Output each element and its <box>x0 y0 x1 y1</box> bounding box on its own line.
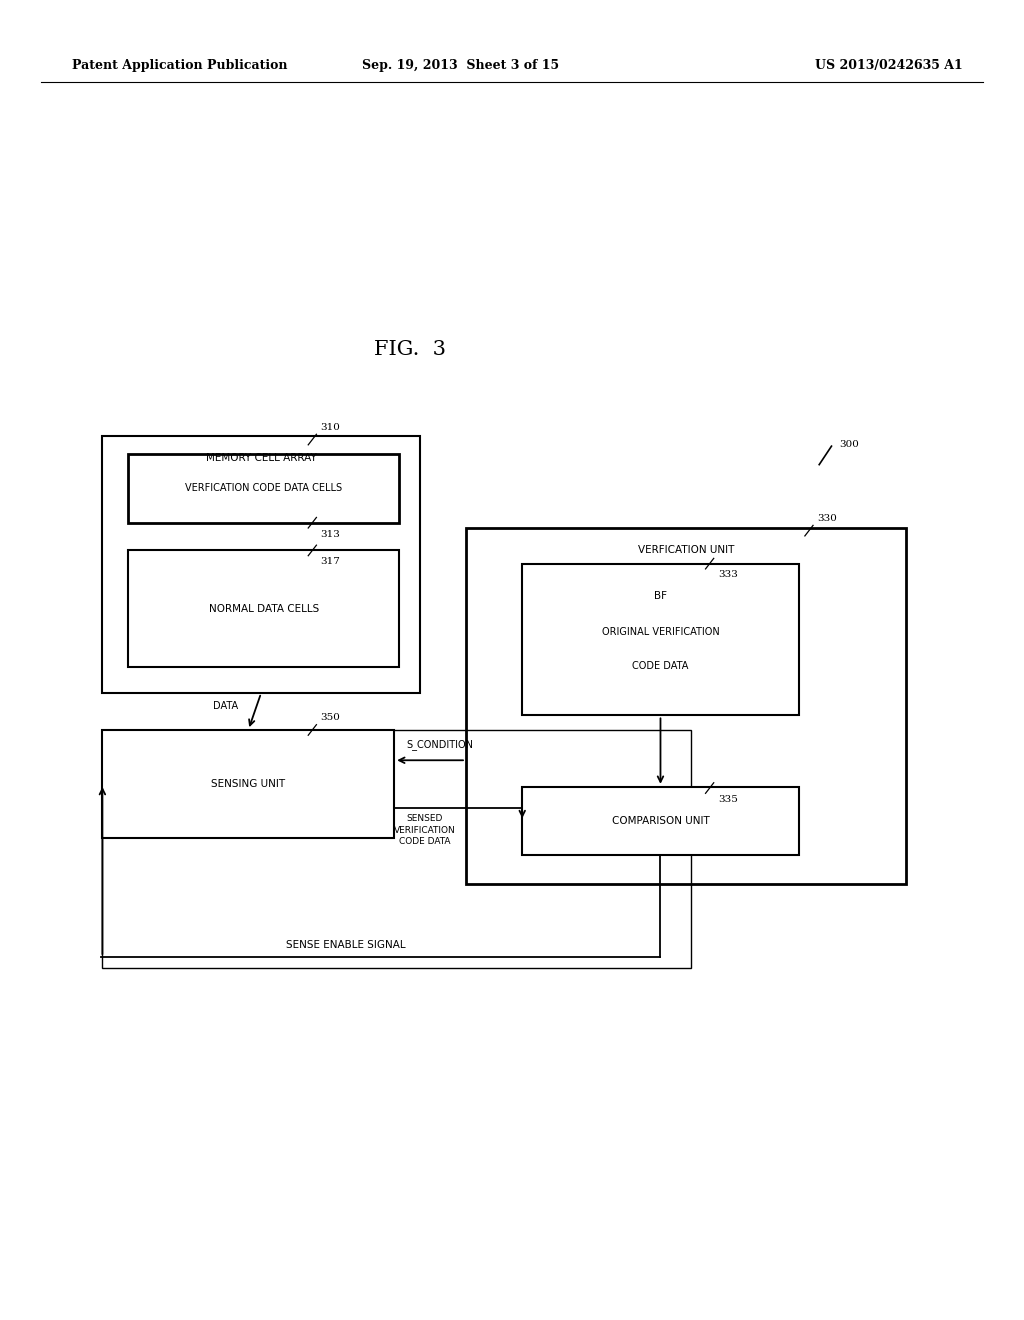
Text: 333: 333 <box>718 570 737 579</box>
Text: Sep. 19, 2013  Sheet 3 of 15: Sep. 19, 2013 Sheet 3 of 15 <box>362 59 559 73</box>
Text: SENSED
VERIFICATION
CODE DATA: SENSED VERIFICATION CODE DATA <box>394 814 456 846</box>
Text: VERFICATION CODE DATA CELLS: VERFICATION CODE DATA CELLS <box>185 483 342 494</box>
Text: BF: BF <box>654 591 667 601</box>
Text: 310: 310 <box>321 422 340 432</box>
Bar <box>466 528 906 884</box>
Text: 350: 350 <box>321 713 340 722</box>
Bar <box>102 730 394 838</box>
Text: SENSE ENABLE SIGNAL: SENSE ENABLE SIGNAL <box>287 940 406 950</box>
Bar <box>102 436 420 693</box>
Text: CODE DATA: CODE DATA <box>632 661 689 671</box>
Text: ORIGINAL VERIFICATION: ORIGINAL VERIFICATION <box>602 627 719 636</box>
Bar <box>522 787 799 855</box>
Text: 335: 335 <box>718 795 737 804</box>
Text: 330: 330 <box>817 513 837 523</box>
Bar <box>128 550 399 667</box>
Text: DATA: DATA <box>213 701 238 711</box>
Bar <box>522 564 799 715</box>
Text: SENSING UNIT: SENSING UNIT <box>211 779 286 789</box>
Text: NORMAL DATA CELLS: NORMAL DATA CELLS <box>209 603 318 614</box>
Text: 313: 313 <box>321 529 340 539</box>
Bar <box>128 454 399 523</box>
Text: S_CONDITION: S_CONDITION <box>407 739 474 750</box>
Bar <box>102 730 691 968</box>
Text: FIG.  3: FIG. 3 <box>374 341 445 359</box>
Text: 317: 317 <box>321 557 340 566</box>
Text: COMPARISON UNIT: COMPARISON UNIT <box>611 816 710 826</box>
Text: VERFICATION UNIT: VERFICATION UNIT <box>638 545 734 556</box>
Text: 300: 300 <box>840 440 859 449</box>
Text: Patent Application Publication: Patent Application Publication <box>72 59 287 73</box>
Text: US 2013/0242635 A1: US 2013/0242635 A1 <box>815 59 963 73</box>
Text: MEMORY CELL ARRAY: MEMORY CELL ARRAY <box>206 453 316 463</box>
